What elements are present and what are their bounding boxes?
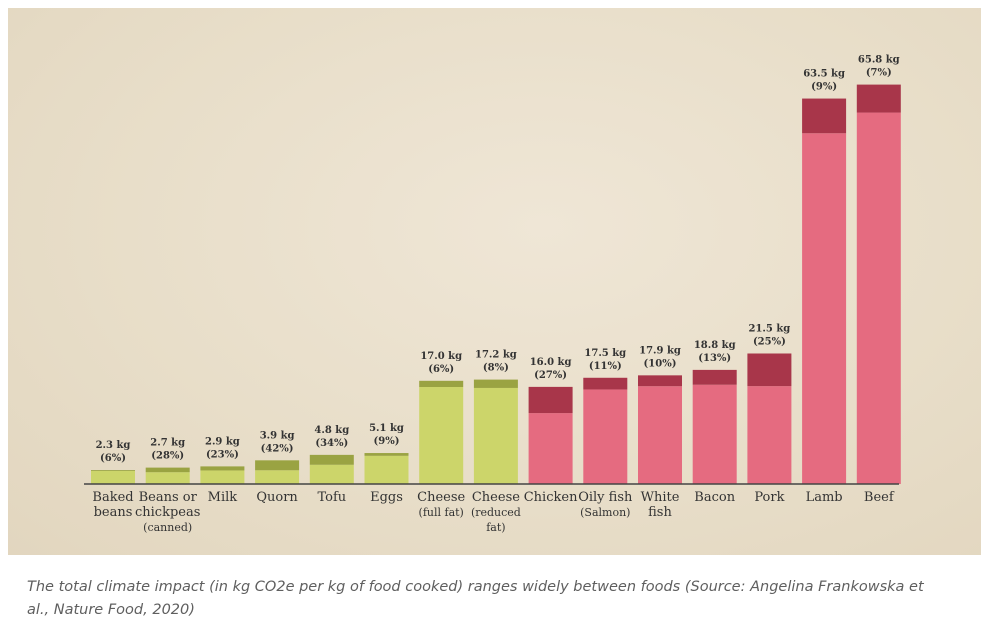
bar-base-0 — [91, 470, 135, 484]
bar-base-3 — [255, 470, 300, 484]
category-label-0-1: beans — [94, 505, 133, 520]
bar-top-2 — [200, 466, 245, 471]
percent-label-14: (7%) — [866, 68, 892, 79]
bar-top-6 — [419, 380, 464, 388]
bar-top-1 — [145, 467, 190, 473]
percent-label-4: (34%) — [315, 438, 348, 449]
value-label-2: 2.9 kg — [205, 436, 240, 447]
category-label-8-0: Chicken — [524, 490, 578, 505]
category-label-12-0: Pork — [754, 490, 784, 505]
bar-base-1 — [145, 472, 190, 484]
value-label-10: 17.9 kg — [639, 345, 681, 356]
category-label-10-0: White — [641, 490, 680, 505]
category-label-7-0: Cheese — [472, 490, 520, 505]
percent-label-3: (42%) — [261, 443, 294, 454]
bar-base-6 — [419, 387, 464, 484]
category-label-7-2: fat) — [486, 521, 505, 534]
bar-base-11 — [692, 384, 737, 484]
bar-top-9 — [583, 377, 628, 390]
bar-top-10 — [638, 375, 682, 387]
value-label-9: 17.5 kg — [584, 348, 626, 359]
bar-base-10 — [638, 386, 682, 484]
category-label-7-1: (reduced — [471, 506, 521, 519]
value-label-0: 2.3 kg — [96, 440, 131, 451]
category-label-13-0: Lamb — [806, 490, 843, 505]
bar-top-4 — [309, 454, 354, 465]
value-label-13: 63.5 kg — [803, 69, 845, 80]
percent-label-11: (13%) — [698, 353, 731, 364]
bar-base-5 — [364, 455, 409, 484]
figure-caption: The total climate impact (in kg CO2e per… — [27, 579, 924, 618]
category-label-3-0: Quorn — [256, 490, 298, 505]
category-label-6-1: (full fat) — [419, 506, 464, 519]
percent-label-5: (9%) — [374, 436, 400, 447]
bar-base-12 — [747, 386, 792, 484]
category-label-11-0: Bacon — [694, 490, 735, 505]
bar-top-13 — [802, 98, 847, 134]
percent-label-10: (10%) — [644, 358, 677, 369]
percent-label-9: (11%) — [589, 361, 622, 372]
bar-base-14 — [856, 112, 901, 484]
bar-top-11 — [692, 369, 737, 385]
category-label-1-0: Beans or — [139, 490, 198, 505]
category-label-14-0: Beef — [864, 490, 895, 505]
category-label-9-0: Oily fish — [578, 490, 633, 505]
value-label-3: 3.9 kg — [260, 430, 295, 441]
bar-top-12 — [747, 353, 792, 387]
percent-label-13: (9%) — [811, 82, 837, 93]
category-label-1-2: (canned) — [143, 521, 192, 534]
percent-label-6: (6%) — [428, 364, 454, 375]
value-label-4: 4.8 kg — [314, 425, 349, 436]
category-label-1-1: chickpeas — [135, 505, 200, 520]
bar-top-0 — [91, 470, 135, 471]
bar-base-8 — [528, 413, 573, 484]
bar-top-3 — [255, 460, 300, 471]
value-label-1: 2.7 kg — [150, 438, 185, 449]
value-label-6: 17.0 kg — [420, 351, 462, 362]
bar-top-14 — [856, 84, 901, 113]
value-label-12: 21.5 kg — [749, 323, 791, 334]
category-label-10-1: fish — [648, 505, 672, 520]
bar-base-4 — [309, 464, 354, 484]
bar-base-7 — [473, 387, 518, 484]
percent-label-12: (25%) — [753, 336, 786, 347]
value-label-11: 18.8 kg — [694, 340, 736, 351]
value-label-5: 5.1 kg — [369, 423, 404, 434]
bar-top-7 — [473, 379, 518, 388]
value-label-14: 65.8 kg — [858, 55, 900, 66]
value-label-7: 17.2 kg — [475, 350, 517, 361]
category-label-5-0: Eggs — [370, 490, 403, 505]
category-label-2-0: Milk — [208, 490, 238, 505]
category-label-9-1: (Salmon) — [580, 506, 630, 519]
category-label-6-0: Cheese — [417, 490, 465, 505]
percent-label-8: (27%) — [534, 370, 567, 381]
category-label-0-0: Baked — [92, 490, 133, 505]
bar-top-8 — [528, 386, 573, 414]
percent-label-1: (28%) — [151, 451, 184, 462]
percent-label-0: (6%) — [100, 453, 126, 464]
value-label-8: 16.0 kg — [530, 357, 572, 368]
percent-label-2: (23%) — [206, 449, 239, 460]
bar-base-9 — [583, 389, 628, 484]
bar-top-5 — [364, 453, 409, 456]
percent-label-7: (8%) — [483, 363, 509, 374]
bar-base-2 — [200, 470, 245, 484]
category-label-4-0: Tofu — [317, 490, 346, 505]
bar-base-13 — [802, 133, 847, 484]
